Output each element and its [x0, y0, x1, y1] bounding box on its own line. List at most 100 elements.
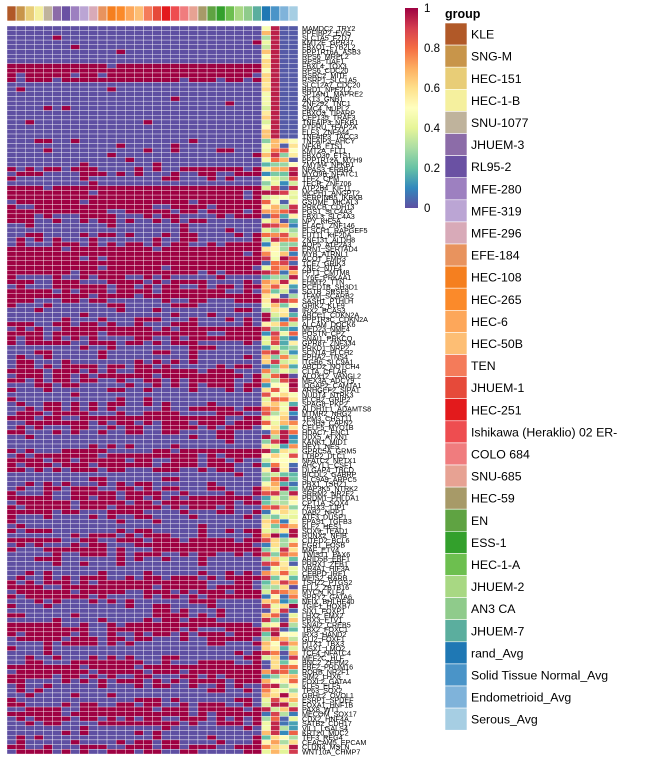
heatmap-cell	[43, 166, 53, 172]
heatmap-cell	[261, 500, 271, 506]
heatmap-cell	[34, 298, 44, 304]
heatmap-cell	[225, 133, 235, 139]
heatmap-cell	[179, 307, 190, 313]
heatmap-cell	[161, 467, 171, 473]
heatmap-cell	[15, 486, 26, 492]
heatmap-cell	[134, 664, 144, 670]
heatmap-cell	[125, 176, 135, 182]
heatmap-cell	[134, 232, 144, 238]
heatmap-cell	[197, 589, 208, 595]
heatmap-cell	[197, 716, 208, 722]
heatmap-cell	[161, 406, 171, 412]
heatmap-cell	[261, 565, 271, 572]
heatmap-cell	[279, 223, 290, 229]
heatmap-cell	[115, 166, 126, 172]
heatmap-cell	[143, 650, 153, 656]
heatmap-cell	[261, 331, 271, 337]
heatmap-cell	[6, 744, 17, 750]
heatmap-cell	[279, 298, 290, 304]
heatmap-cell	[6, 739, 17, 745]
heatmap-cell	[106, 223, 117, 229]
heatmap-cell	[88, 49, 99, 55]
heatmap-cell	[115, 467, 126, 473]
heatmap-cell	[288, 227, 299, 233]
heatmap-cell	[170, 617, 180, 623]
heatmap-cell	[206, 354, 217, 360]
heatmap-cell	[88, 387, 99, 393]
heatmap-cell	[70, 279, 80, 285]
heatmap-cell	[234, 425, 244, 431]
heatmap-cell	[206, 415, 217, 421]
heatmap-cell	[70, 697, 80, 703]
heatmap-cell	[206, 406, 217, 412]
heatmap-cell	[70, 152, 80, 158]
heatmap-cell	[79, 683, 90, 689]
heatmap-cell	[225, 317, 235, 323]
heatmap-cell	[170, 326, 180, 332]
heatmap-cell	[88, 100, 99, 107]
heatmap-cell	[188, 298, 199, 304]
heatmap-cell	[197, 472, 208, 478]
heatmap-cell	[161, 504, 171, 510]
heatmap-cell	[70, 110, 80, 116]
heatmap-cell	[234, 82, 244, 88]
heatmap-cell	[179, 54, 190, 60]
heatmap-cell	[70, 476, 80, 482]
heatmap-cell	[52, 580, 62, 586]
heatmap-cell	[79, 345, 90, 351]
heatmap-cell	[288, 185, 299, 191]
heatmap-cell	[106, 147, 117, 153]
heatmap-cell	[6, 284, 17, 290]
heatmap-cell	[70, 35, 80, 41]
heatmap-cell	[79, 119, 90, 125]
heatmap-cell	[225, 312, 235, 318]
heatmap-cell	[288, 25, 299, 31]
heatmap-cell	[243, 608, 253, 614]
heatmap-cell	[161, 636, 171, 642]
heatmap-cell	[52, 190, 62, 196]
heatmap-cell	[134, 655, 144, 661]
heatmap-cell	[97, 453, 108, 459]
heatmap-cell	[15, 565, 26, 572]
heatmap-cell	[70, 406, 80, 412]
heatmap-cell	[134, 641, 144, 647]
heatmap-cell	[279, 486, 290, 492]
heatmap-cell	[206, 317, 217, 323]
heatmap-cell	[125, 255, 135, 262]
heatmap-cell	[43, 335, 53, 341]
heatmap-cell	[288, 561, 299, 567]
heatmap-cell	[288, 453, 299, 459]
heatmap-cell	[179, 739, 190, 745]
heatmap-cell	[179, 340, 190, 346]
heatmap-cell	[34, 561, 44, 567]
heatmap-cell	[115, 617, 126, 623]
heatmap-cell	[34, 307, 44, 313]
heatmap-cell	[106, 340, 117, 346]
heatmap-cell	[215, 307, 226, 313]
heatmap-cell	[188, 194, 199, 200]
heatmap-cell	[152, 720, 162, 726]
heatmap-cell	[6, 716, 17, 722]
heatmap-cell	[270, 594, 280, 600]
heatmap-cell	[34, 378, 44, 384]
heatmap-cell	[106, 655, 117, 661]
heatmap-cell	[234, 730, 244, 736]
heatmap-cell	[252, 612, 262, 618]
heatmap-cell	[52, 645, 62, 651]
heatmap-cell	[161, 58, 171, 64]
heatmap-cell	[52, 152, 62, 158]
heatmap-cell	[43, 72, 53, 78]
heatmap-cell	[197, 115, 208, 121]
heatmap-cell	[243, 542, 253, 548]
heatmap-cell	[188, 692, 199, 698]
heatmap-cell	[52, 735, 62, 741]
heatmap-cell	[234, 147, 244, 153]
heatmap-cell	[106, 631, 117, 637]
heatmap-cell	[115, 359, 126, 365]
heatmap-cell	[261, 659, 271, 665]
heatmap-cell	[161, 692, 171, 698]
heatmap-cell	[43, 401, 53, 407]
heatmap-cell	[97, 25, 108, 31]
heatmap-cell	[206, 401, 217, 407]
heatmap-cell	[143, 363, 153, 370]
